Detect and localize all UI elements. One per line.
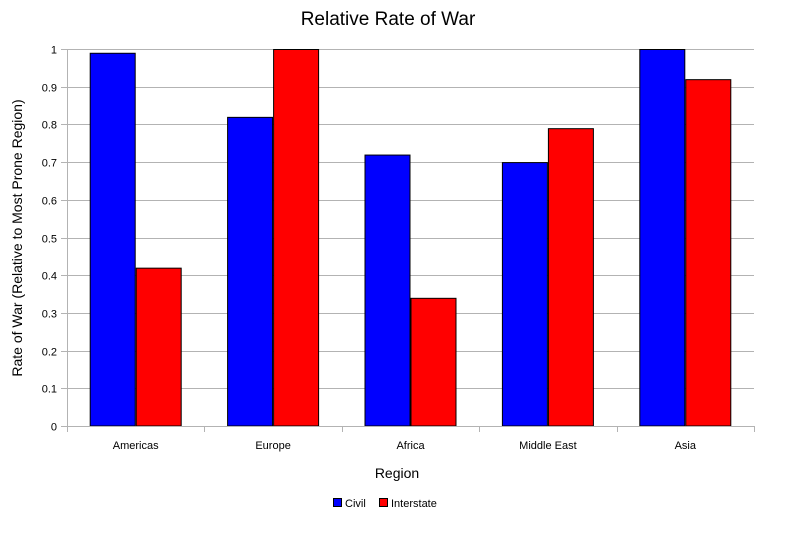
y-tick-label: 1 <box>51 45 57 57</box>
y-tick-label: 0.6 <box>42 196 57 208</box>
bar-interstate-americas <box>135 267 182 427</box>
y-tick-label: 0.3 <box>42 309 57 321</box>
bar-civil-americas <box>89 52 136 427</box>
y-axis-label: Rate of War (Relative to Most Prone Regi… <box>9 99 25 376</box>
y-tick-label: 0.8 <box>42 120 57 132</box>
y-tick-label: 0.9 <box>42 83 57 95</box>
legend-label-civil: Civil <box>345 498 366 510</box>
bar-civil-middle-east <box>501 162 548 427</box>
x-tick-label: Americas <box>113 440 159 452</box>
chart-title: Relative Rate of War <box>301 9 476 30</box>
y-tick-label: 0.2 <box>42 347 57 359</box>
x-tick-label: Europe <box>255 440 290 452</box>
x-tick-label: Africa <box>396 440 425 452</box>
bar-civil-europe <box>227 116 274 427</box>
bar-interstate-europe <box>273 49 320 427</box>
y-tick-label: 0.5 <box>42 234 57 246</box>
bar-civil-africa <box>364 154 411 427</box>
x-tick-label: Asia <box>675 440 697 452</box>
y-tick-label: 0.7 <box>42 158 57 170</box>
axes: 0 0.1 0.2 0.3 0.4 0.5 0.6 0.7 0.8 0.9 1 Americas Eur… <box>42 45 755 452</box>
bar-interstate-africa <box>410 297 457 427</box>
y-tick-label: 0.1 <box>42 384 57 396</box>
x-tick-label: Middle East <box>519 440 576 452</box>
y-tick-label: 0.4 <box>42 271 57 283</box>
bar-civil-asia <box>639 49 686 427</box>
bars <box>89 49 732 427</box>
y-tick-label: 0 <box>51 422 57 434</box>
legend: Civil Interstate <box>333 498 437 510</box>
legend-swatch-civil <box>333 498 342 507</box>
bar-interstate-asia <box>685 79 732 427</box>
legend-label-interstate: Interstate <box>391 498 437 510</box>
legend-swatch-interstate <box>379 498 388 507</box>
x-axis-label: Region <box>375 465 419 481</box>
bar-interstate-middle-east <box>547 128 594 427</box>
